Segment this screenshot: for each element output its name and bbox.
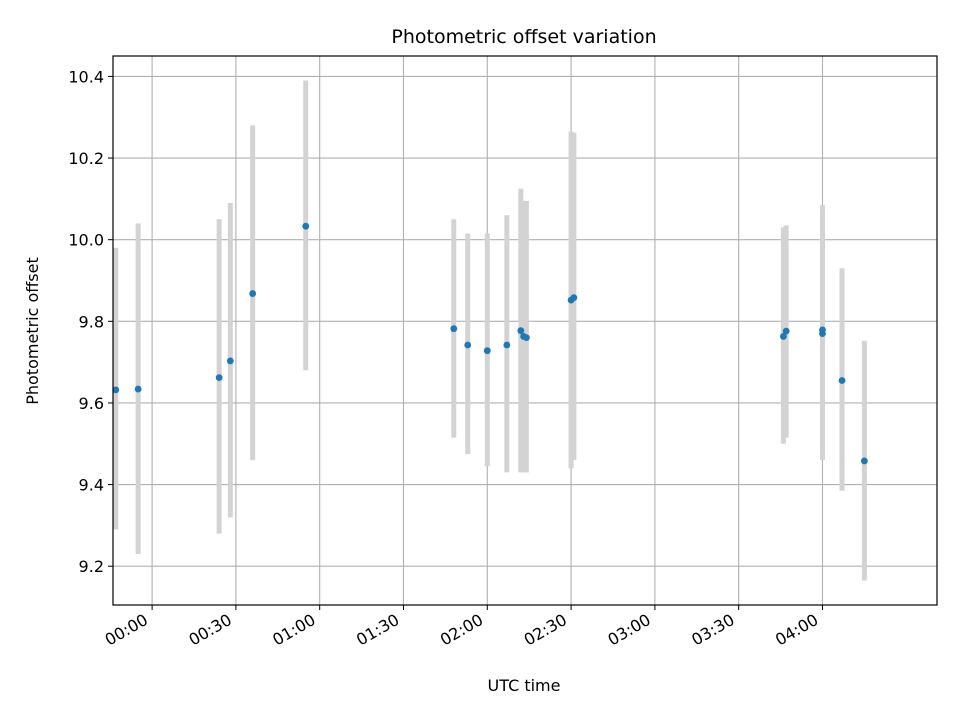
data-point [779,333,787,340]
data-point [483,347,491,355]
plot-frame [112,55,938,606]
data-point [215,374,223,382]
y-tick-label: 9.4 [79,476,104,495]
y-tick-label: 10.4 [68,67,104,86]
data-point [782,327,790,335]
data-points [112,222,868,465]
data-point [134,385,142,393]
data-point [503,341,511,349]
y-tick-label: 9.8 [79,312,104,331]
data-point [819,330,826,337]
y-tick-label: 10.2 [68,149,104,168]
data-point [464,341,472,349]
data-point [302,222,310,230]
data-point [112,386,120,394]
y-axis-ticks: 9.2 9.4 9.6 9.8 10.0 10.2 10.4 [68,67,113,576]
y-axis-title: Photometric offset [23,257,42,405]
data-point [570,294,578,302]
data-point [517,327,525,335]
chart-title: Photometric offset variation [391,26,656,48]
y-tick-label: 9.6 [79,394,104,413]
x-axis-title: UTC time [488,676,561,695]
data-point [226,357,234,365]
data-point [522,334,530,342]
data-point [450,325,458,333]
y-tick-label: 10.0 [68,231,104,250]
data-point [860,457,868,465]
data-point [838,377,846,384]
y-tick-label: 9.2 [79,557,104,576]
data-point [249,290,257,297]
